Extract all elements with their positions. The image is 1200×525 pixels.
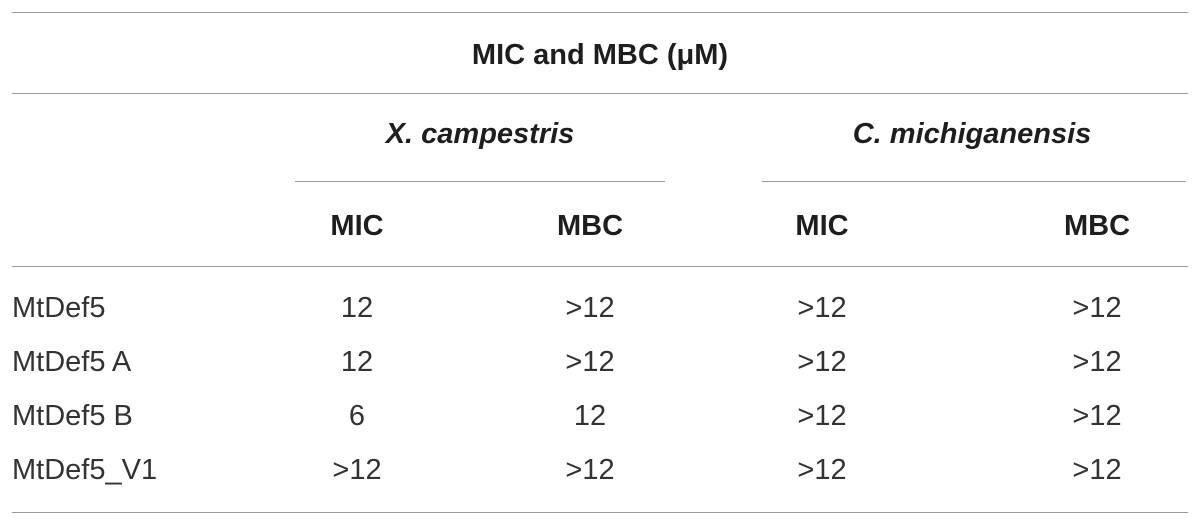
table-cell: >12 [797, 292, 847, 324]
table-cell: 12 [340, 346, 374, 378]
table-cell: >12 [1072, 454, 1122, 486]
table-cell: >12 [1072, 400, 1122, 432]
table-cell: 12 [340, 292, 374, 324]
row-label: MtDef5 [12, 292, 106, 324]
group-rule-x-campestris [295, 181, 665, 182]
column-header-mbc: MBC [556, 210, 624, 242]
row-label: MtDef5 A [12, 346, 132, 378]
group-rule-c-michiganensis [762, 181, 1186, 182]
table-cell: >12 [1072, 346, 1122, 378]
table-cell: >12 [797, 454, 847, 486]
table-cell: >12 [797, 400, 847, 432]
column-header-mbc: MBC [1063, 210, 1131, 242]
bottom-rule [12, 512, 1188, 513]
table-cell: >12 [797, 346, 847, 378]
column-header-mic: MIC [330, 210, 384, 242]
table-cell: >12 [565, 346, 615, 378]
table-cell: >12 [1072, 292, 1122, 324]
table-cell: >12 [565, 454, 615, 486]
table-cell: 12 [573, 400, 607, 432]
table-cell: >12 [332, 454, 382, 486]
column-header-mic: MIC [795, 210, 849, 242]
row-label: MtDef5_V1 [12, 454, 158, 486]
header-rule [12, 266, 1188, 267]
table-cell: 6 [348, 400, 366, 432]
group-header-c-michiganensis: C. michiganensis [852, 118, 1092, 150]
table-cell: >12 [565, 292, 615, 324]
row-label: MtDef5 B [12, 400, 133, 432]
top-rule [12, 12, 1188, 13]
table-title: MIC and MBC (μM) [471, 39, 729, 71]
title-rule [12, 93, 1188, 94]
group-header-x-campestris: X. campestris [385, 118, 575, 150]
